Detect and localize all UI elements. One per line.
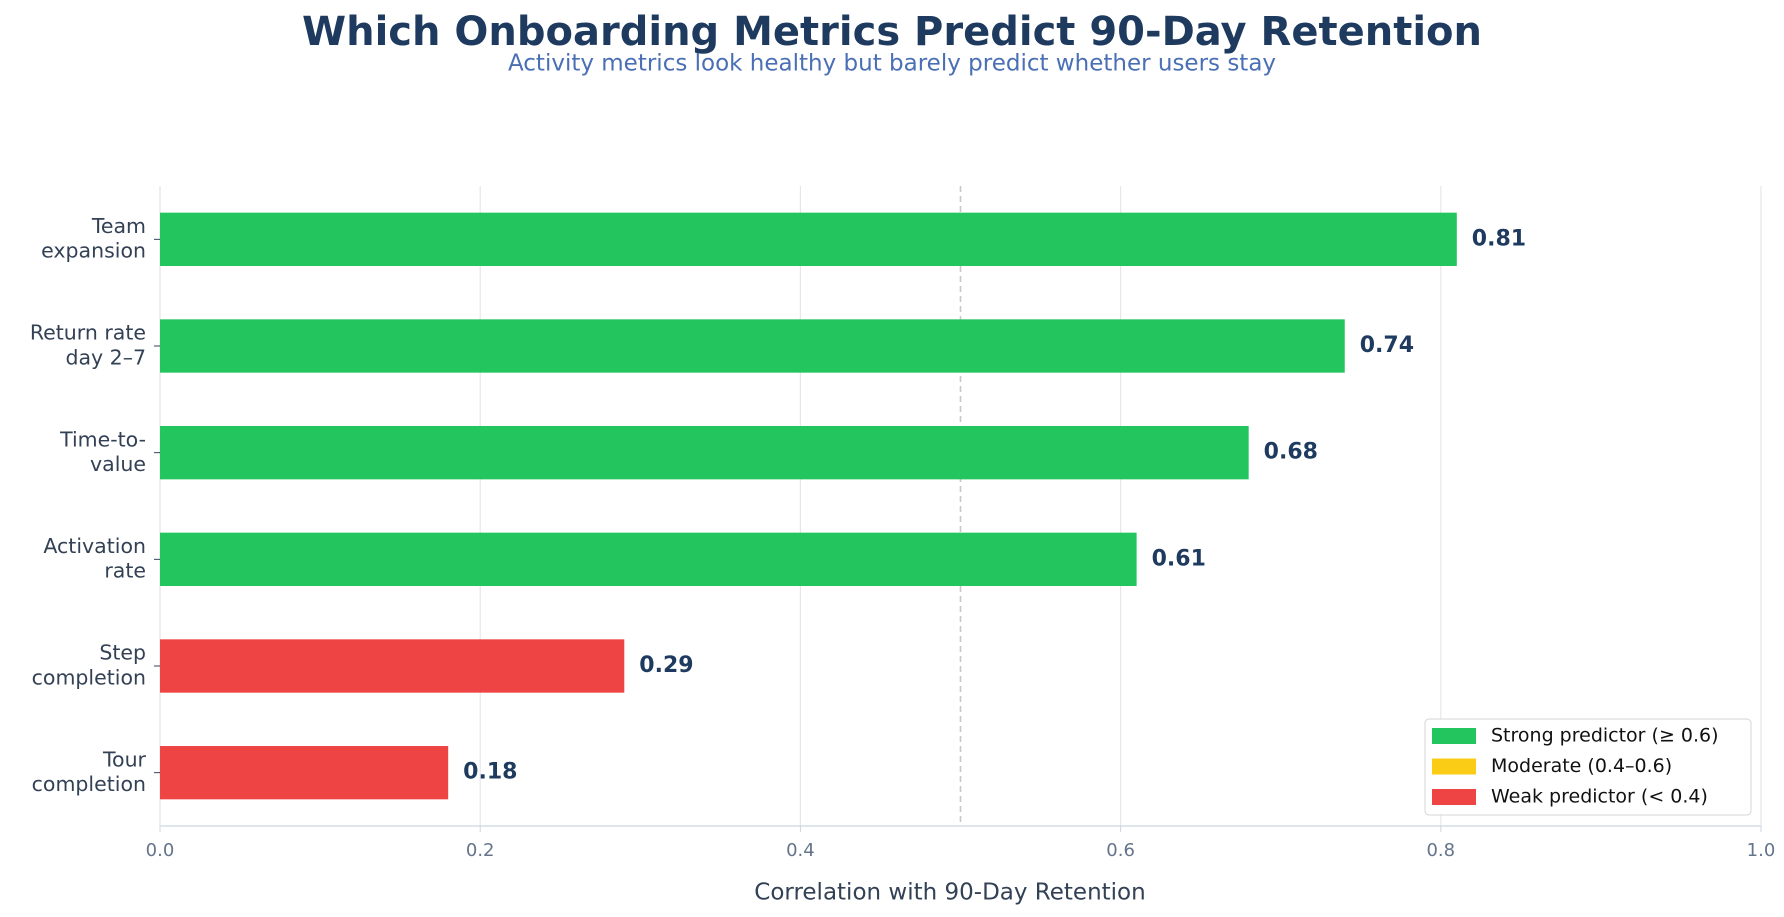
legend-swatch	[1432, 758, 1476, 775]
y-tick-label: Activation rate	[43, 534, 146, 583]
x-tick-label: 1.0	[1747, 840, 1776, 861]
y-tick-label: Team expansion	[41, 214, 146, 263]
bar	[160, 426, 1249, 480]
value-label: 0.18	[463, 760, 517, 785]
value-label: 0.61	[1152, 546, 1206, 571]
y-tick-label: Time-to-value	[59, 427, 146, 476]
value-label: 0.81	[1472, 226, 1526, 251]
value-label: 0.68	[1264, 440, 1318, 465]
x-tick-label: 0.2	[466, 840, 495, 861]
legend-swatch	[1432, 728, 1476, 744]
bar	[160, 746, 449, 800]
bar	[160, 532, 1137, 586]
legend-swatch	[1432, 789, 1476, 805]
x-tick-label: 0.8	[1426, 840, 1455, 861]
chart-subtitle: Activity metrics look healthy but barely…	[508, 51, 1276, 77]
y-tick-label: Tour completion	[32, 747, 147, 796]
value-label: 0.29	[639, 653, 693, 678]
legend-label: Strong predictor (≥ 0.6)	[1491, 725, 1719, 747]
y-tick-label: Step completion	[32, 641, 146, 690]
x-tick-label: 0.6	[1106, 840, 1135, 861]
y-tick-label: Return rate day 2–7	[30, 321, 146, 370]
x-tick-label: 0.4	[786, 840, 815, 861]
bar	[160, 319, 1345, 373]
legend-box	[1424, 718, 1752, 816]
x-tick-label: 0.0	[146, 840, 175, 861]
chart-title: Which Onboarding Metrics Predict 90-Day …	[302, 9, 1482, 55]
x-axis-label: Correlation with 90-Day Retention	[754, 880, 1145, 906]
legend-label: Weak predictor (< 0.4)	[1491, 786, 1708, 808]
bar	[160, 212, 1457, 266]
value-label: 0.74	[1360, 333, 1414, 358]
legend-label: Moderate (0.4–0.6)	[1491, 755, 1672, 777]
bar	[160, 639, 625, 693]
